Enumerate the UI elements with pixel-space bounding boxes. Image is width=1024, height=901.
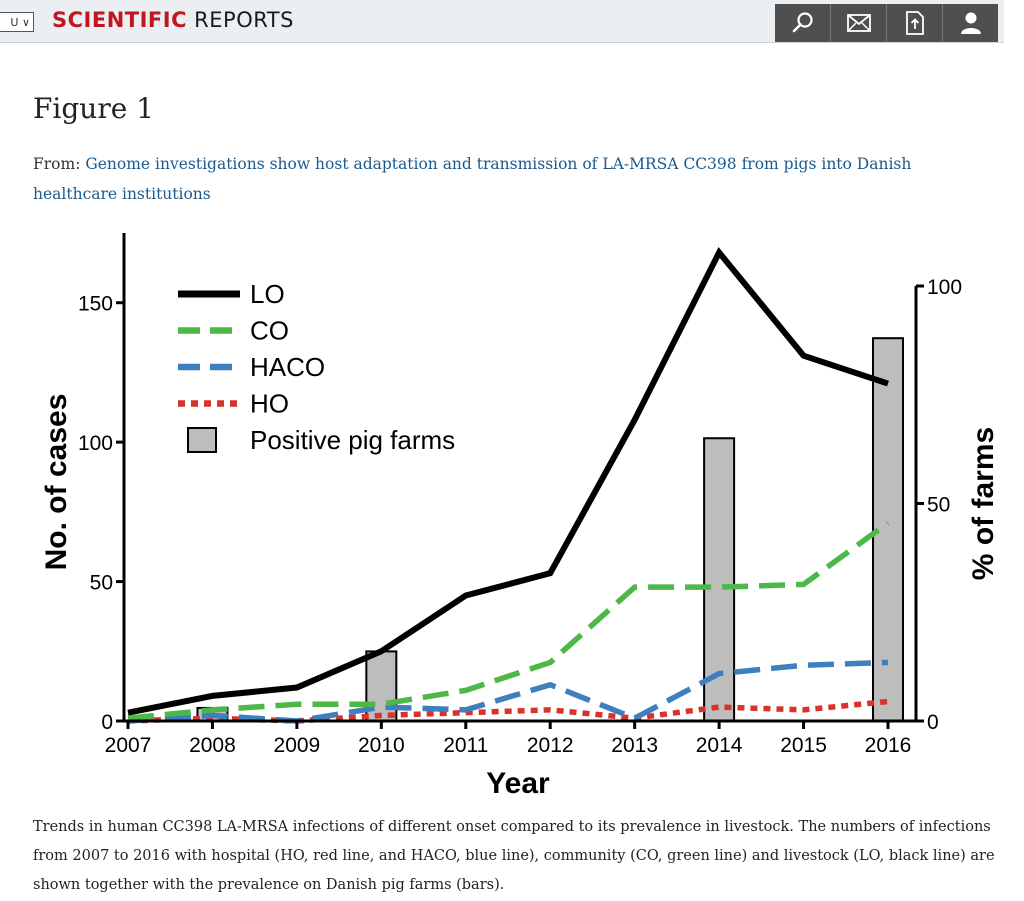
- x-tick-label-2009: 2009: [274, 734, 321, 757]
- figure-caption: Trends in human CC398 LA-MRSA infections…: [33, 819, 995, 893]
- x-tick-label-2013: 2013: [611, 734, 658, 757]
- x-tick-label-2010: 2010: [358, 734, 405, 757]
- line-ho: [127, 698, 889, 724]
- brand-primary: SCIENTIFIC: [52, 8, 187, 32]
- download-button[interactable]: [886, 4, 942, 42]
- legend-label-ho: HO: [250, 389, 289, 419]
- email-button[interactable]: [830, 4, 886, 42]
- y-tick-label-100: 100: [78, 432, 113, 455]
- x-tick-label-2014: 2014: [696, 734, 743, 757]
- x-tick-label-2008: 2008: [189, 734, 236, 757]
- y2-tick-label-50: 50: [927, 494, 950, 517]
- search-icon: [792, 12, 813, 33]
- line-co: [127, 520, 890, 721]
- x-tick-label-2007: 2007: [105, 734, 152, 757]
- line-lo: [127, 247, 889, 716]
- brand-logo[interactable]: SCIENTIFIC REPORTS: [52, 8, 294, 32]
- menu-dropdown[interactable]: U ∨: [0, 12, 34, 32]
- article-link[interactable]: Genome investigations show host adaptati…: [33, 155, 912, 203]
- y-tick-label-50: 50: [90, 572, 113, 595]
- y-axis-title: No. of cases: [40, 394, 73, 571]
- user-icon: [960, 12, 981, 34]
- legend-label-bars: Positive pig farms: [250, 425, 455, 455]
- legend-label-co: CO: [250, 316, 289, 346]
- y2-axis-title: % of farms: [967, 427, 1000, 580]
- y-tick-label-0: 0: [101, 711, 113, 734]
- x-tick-label-2015: 2015: [780, 734, 827, 757]
- from-label: From:: [33, 155, 81, 173]
- figure-title: Figure 1: [33, 92, 155, 125]
- legend-swatch-bars: [187, 427, 217, 453]
- x-tick-label-2012: 2012: [527, 734, 574, 757]
- x-tick-label-2011: 2011: [443, 734, 488, 757]
- top-bar: U ∨ SCIENTIFIC REPORTS: [0, 0, 1004, 43]
- brand-secondary: REPORTS: [194, 8, 294, 32]
- source-line: From: Genome investigations show host ad…: [33, 149, 973, 209]
- download-icon: [905, 11, 924, 35]
- line-haco: [127, 659, 889, 724]
- y2-tick-label-100: 100: [927, 276, 962, 299]
- y-tick-label-150: 150: [78, 293, 113, 316]
- figure-chart: 0 50 100 150 0 50 100 2007 2008 2009 2010 2011 2012 2…: [40, 233, 1000, 800]
- toolbar: [775, 4, 998, 42]
- account-button[interactable]: [942, 4, 998, 42]
- legend-label-lo: LO: [250, 279, 285, 309]
- x-axis-title: Year: [486, 767, 550, 800]
- legend-label-haco: HACO: [250, 352, 325, 382]
- mail-icon: [846, 14, 871, 32]
- x-tick-label-2016: 2016: [865, 734, 912, 757]
- search-button[interactable]: [775, 4, 830, 42]
- y2-tick-label-0: 0: [927, 711, 939, 734]
